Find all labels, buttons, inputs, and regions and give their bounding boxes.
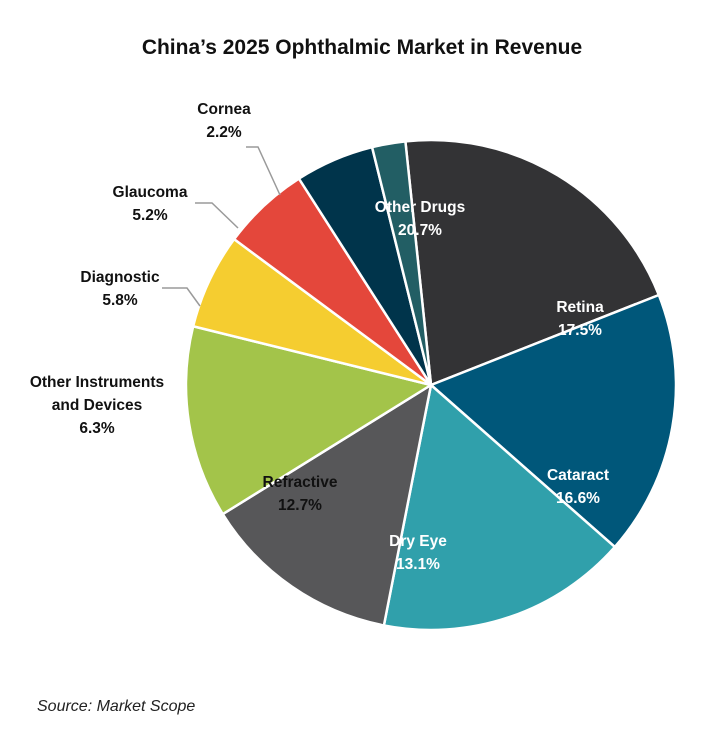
leader-line-glaucoma <box>195 202 239 229</box>
slice-label-other-drugs: Other Drugs 20.7% <box>375 199 465 239</box>
chart-title: China’s 2025 Ophthalmic Market in Revenu… <box>141 36 583 59</box>
slice-percent: 17.5% <box>558 322 602 339</box>
slice-labels: Other Drugs 20.7% Retina 17.5% Cataract 16.6%… <box>30 101 609 573</box>
pie-slice-retina <box>429 293 678 549</box>
slice-percent: 5.8% <box>102 292 138 309</box>
slice-name: Diagnostic <box>80 269 160 286</box>
slice-percent: 12.7% <box>278 497 322 514</box>
slice-name: and Devices <box>52 397 142 414</box>
slice-label-cornea: Cornea 2.2% <box>197 101 251 141</box>
slice-label-refractive: Refractive 12.7% <box>263 474 338 514</box>
slice-name: Glaucoma <box>113 184 188 201</box>
source-note: Source: Market Scope <box>37 698 196 715</box>
slice-label-cataract: Cataract 16.6% <box>547 467 609 507</box>
slice-name: Retina <box>556 299 604 316</box>
slice-percent: 13.1% <box>396 556 440 573</box>
slice-name: Cataract <box>547 467 609 484</box>
pie-slice-cataract <box>382 383 617 632</box>
pie-slice-dry-eye <box>221 383 433 627</box>
slice-label-diagnostic: Diagnostic 5.8% <box>80 269 160 309</box>
pie-slice-other-drugs <box>404 138 661 387</box>
slice-percent: 16.6% <box>556 490 600 507</box>
slice-name: Other Instruments <box>30 374 164 391</box>
slice-name: Dry Eye <box>389 533 447 550</box>
slice-label-retina: Retina 17.5% <box>556 299 604 339</box>
slice-label-dry-eye: Dry Eye 13.1% <box>389 533 447 573</box>
slice-name: Cornea <box>197 101 251 118</box>
slice-percent: 2.2% <box>206 124 242 141</box>
slice-label-glaucoma: Glaucoma 5.2% <box>113 184 188 224</box>
slice-name: Other Drugs <box>375 199 465 216</box>
slice-label-other-instruments-and-devices: Other Instruments and Devices 6.3% <box>30 374 164 437</box>
leader-line-diagnostic <box>162 287 201 307</box>
slice-percent: 20.7% <box>398 222 442 239</box>
pie-slice-refractive <box>184 325 433 516</box>
leader-line-cornea <box>246 146 281 196</box>
slice-percent: 6.3% <box>79 420 115 437</box>
slice-name: Refractive <box>263 474 338 491</box>
slice-percent: 5.2% <box>132 207 168 224</box>
pie-slices <box>184 138 678 632</box>
pie-slice-cornea <box>370 140 433 387</box>
leader-lines <box>162 146 281 307</box>
